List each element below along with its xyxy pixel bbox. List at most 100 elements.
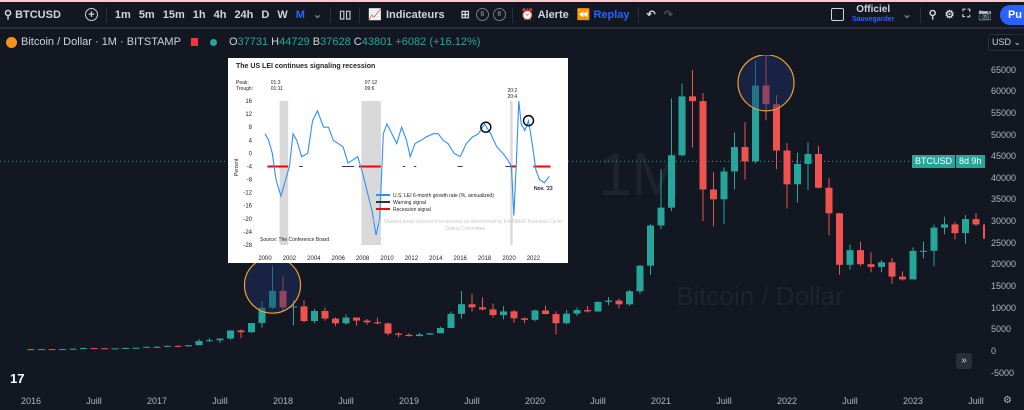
candle-body: [353, 317, 360, 321]
search-icon: ⚲: [4, 9, 13, 21]
divider: [105, 6, 107, 23]
scroll-to-realtime-button[interactable]: »: [956, 353, 972, 369]
candle-body: [48, 349, 56, 351]
candle-body: [689, 96, 696, 102]
fullscreen-icon[interactable]: ⛶: [962, 8, 971, 20]
candles-icon[interactable]: ▯▯: [339, 9, 352, 21]
symbol-title[interactable]: Bitcoin / Dollar · 1M · BITSTAMP: [21, 36, 181, 48]
chevron-down-icon[interactable]: ⌄: [312, 9, 323, 21]
candle-body: [951, 224, 959, 234]
candle-body: [542, 310, 549, 315]
badge-2[interactable]: 8: [492, 8, 506, 21]
candle-body: [185, 345, 192, 347]
time-tick: Juill: [464, 396, 480, 406]
candle-body: [405, 334, 413, 337]
quick-search-icon[interactable]: ⚲: [928, 9, 937, 21]
candle-body: [416, 334, 423, 337]
time-tick: 2023: [902, 396, 924, 406]
time-tick: Juill: [590, 396, 606, 406]
time-tick: 2017: [146, 396, 168, 406]
undo-icon[interactable]: ↶: [646, 9, 656, 21]
candle-body: [762, 85, 770, 105]
interval-W[interactable]: W: [277, 8, 288, 21]
price-tick: 50000: [991, 129, 1017, 140]
candle-body: [122, 347, 129, 349]
recession-trough-date: 20:4: [507, 94, 517, 100]
indicators-button[interactable]: 📈 Indicateurs: [368, 8, 445, 22]
candle-body: [426, 333, 434, 335]
candle-body: [552, 314, 560, 324]
candle-body: [27, 349, 35, 351]
interval-group: 1m 5m 15m 1h 4h 24h D W M: [111, 2, 309, 27]
candle-body: [374, 322, 381, 324]
alert-button[interactable]: ⏰ Alerte: [520, 8, 569, 22]
price-tick: 30000: [991, 216, 1017, 227]
y-tick: -20: [243, 217, 252, 223]
candle-body: [342, 317, 350, 324]
time-tick: Juill: [86, 396, 102, 406]
candle-body: [290, 306, 297, 308]
price-axis[interactable]: 65000 60000 55000 50000 45000 40000 35000 30000…: [985, 55, 1024, 395]
currency-select[interactable]: USD ⌄: [988, 34, 1024, 51]
candle-body: [563, 313, 570, 324]
candle-body: [668, 155, 675, 208]
redo-icon[interactable]: ↷: [663, 9, 673, 21]
candle-body: [605, 300, 612, 302]
y-tick: 8: [249, 125, 253, 131]
time-axis[interactable]: 2016 Juill 2017 Juill 2018 Juill 2019 Juill 2020…: [0, 394, 985, 410]
time-tick: 2019: [398, 396, 420, 406]
interval-24h[interactable]: 24h: [234, 8, 254, 21]
flag-icon[interactable]: [190, 38, 198, 46]
candle-body: [521, 318, 528, 320]
candle-body: [195, 341, 203, 346]
templates-icon[interactable]: ⊞: [460, 9, 470, 21]
interval-1h[interactable]: 1h: [192, 8, 206, 21]
tradingview-logo[interactable]: 17: [10, 371, 25, 386]
candle-body: [836, 213, 843, 265]
gear-icon[interactable]: ⚙: [944, 9, 955, 21]
camera-icon[interactable]: 📷: [978, 9, 992, 21]
layout-square-icon[interactable]: [827, 2, 848, 27]
interval-4h[interactable]: 4h: [213, 8, 227, 21]
interval-15m[interactable]: 15m: [162, 8, 185, 21]
candle-body: [59, 349, 66, 351]
candle-body: [269, 290, 276, 308]
price-chart[interactable]: 1M Bitcoin / Dollar: [0, 55, 985, 395]
highlight-circle: [737, 55, 795, 112]
candle-body: [626, 291, 633, 305]
candle-body: [983, 224, 985, 239]
interval-M[interactable]: M: [295, 8, 305, 21]
candle-body: [279, 290, 287, 308]
replay-button[interactable]: ⏪ Replay: [576, 8, 630, 22]
recession-peak-date: 07:12: [365, 80, 378, 86]
interval-D[interactable]: D: [261, 8, 270, 21]
price-tick: 25000: [991, 237, 1017, 248]
candle-body: [153, 346, 161, 348]
candle-body: [857, 250, 864, 265]
candle-body: [363, 320, 371, 323]
time-tick: Juill: [968, 396, 984, 406]
candle-body: [846, 250, 854, 265]
peak-label: Peak:: [236, 80, 249, 86]
lei-chart: The US LEI continues signaling recession…: [234, 63, 553, 262]
y-tick: 16: [245, 99, 252, 105]
time-tick: 2022: [776, 396, 798, 406]
candle-body: [437, 327, 444, 334]
price-tick: 10000: [991, 302, 1017, 313]
chevron-down-icon[interactable]: ⌄: [902, 9, 912, 21]
badge-1[interactable]: 8: [475, 8, 489, 21]
alarm-clock-icon: ⏰: [520, 9, 535, 21]
candle-body: [594, 301, 602, 312]
layout-save-button[interactable]: Officiel Sauvegarder: [851, 3, 895, 23]
axis-settings-icon[interactable]: ⚙: [1003, 395, 1012, 406]
time-tick: Juill: [338, 396, 354, 406]
price-tick: 45000: [991, 151, 1017, 162]
interval-1m[interactable]: 1m: [114, 8, 131, 21]
circle-marker: [480, 121, 492, 133]
publish-button[interactable]: Pu: [999, 4, 1024, 25]
interval-5m[interactable]: 5m: [138, 8, 155, 21]
candle-body: [573, 310, 581, 314]
price-tick: -5000: [991, 367, 1015, 378]
symbol-search[interactable]: ⚲ BTCUSD: [4, 8, 61, 22]
compare-button[interactable]: +: [65, 2, 102, 27]
